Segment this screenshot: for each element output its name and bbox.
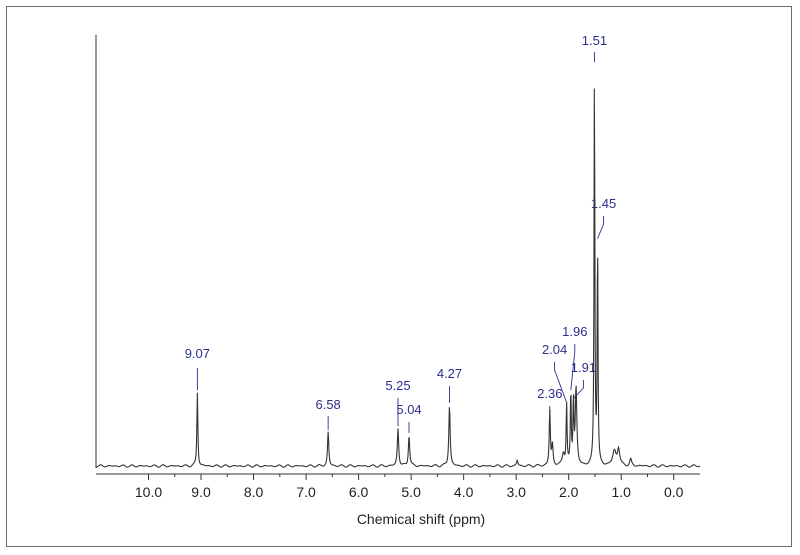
spectrum-line: [95, 88, 701, 468]
x-axis-title: Chemical shift (ppm): [357, 511, 485, 527]
peak-leader-line: [570, 344, 576, 391]
peak-leader-line: [573, 380, 584, 399]
peak-label: 1.91: [571, 360, 596, 375]
x-tick-label: 8.0: [244, 484, 264, 500]
peak-label: 4.27: [437, 366, 462, 381]
peak-label: 1.45: [591, 196, 616, 211]
peak-label: 1.96: [562, 324, 587, 339]
peak-label: 5.04: [396, 402, 421, 417]
x-tick-label: 10.0: [135, 484, 162, 500]
x-axis-ticks: 10.0 9.0 8.0 7.0 6.0 5.0 4.0 3.0 2.0 1.0 0.0: [135, 474, 684, 500]
x-tick-label: 3.0: [506, 484, 526, 500]
peak-label: 6.58: [315, 397, 340, 412]
x-tick-label: 6.0: [349, 484, 369, 500]
peak-leader-line: [554, 362, 568, 403]
x-tick-label: 0.0: [664, 484, 684, 500]
peak-label: 1.51: [582, 33, 607, 48]
x-tick-label: 5.0: [401, 484, 421, 500]
peak-labels: 9.07 6.58 5.25 5.04 4.27 2.36 2.04 1.96 1.91 1.51…: [185, 33, 616, 433]
figure-frame: [6, 6, 792, 547]
x-tick-label: 2.0: [559, 484, 579, 500]
x-tick-label: 4.0: [454, 484, 474, 500]
peak-label: 9.07: [185, 346, 210, 361]
peak-leader-line: [597, 216, 605, 239]
peak-label: 5.25: [385, 378, 410, 393]
peak-label: 2.36: [537, 386, 562, 401]
x-tick-label: 1.0: [611, 484, 631, 500]
peak-label: 2.04: [542, 342, 567, 357]
x-tick-label: 7.0: [296, 484, 316, 500]
x-tick-label: 9.0: [191, 484, 211, 500]
